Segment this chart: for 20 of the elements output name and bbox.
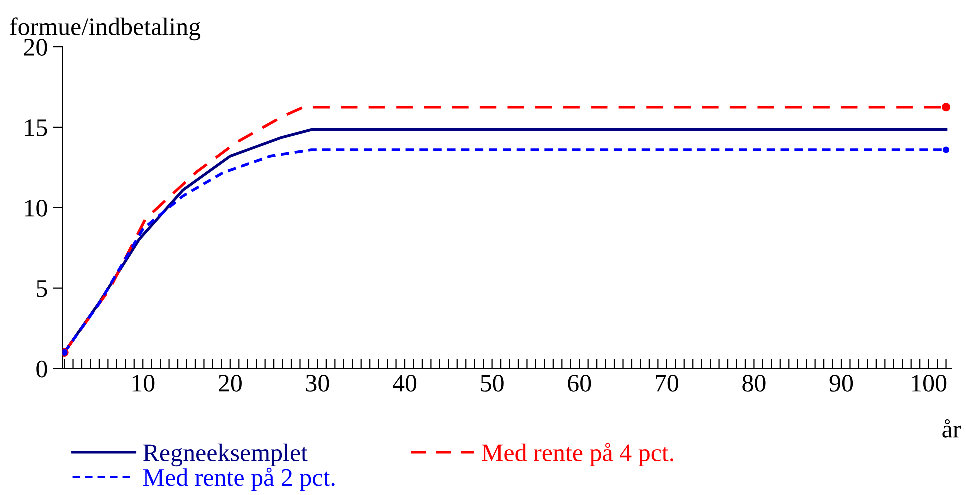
x-tick-label: 50 [481, 375, 504, 392]
y-tick-label: 20 [24, 39, 48, 56]
x-tick-label: 60 [568, 375, 592, 392]
x-tick-label: 90 [830, 375, 854, 392]
y-tick-label: 0 [36, 360, 48, 378]
x-tick-label: 100 [912, 375, 947, 392]
x-tick-label: 70 [656, 375, 678, 392]
legend-label: Med rente på 4 pct. [482, 443, 674, 467]
y-tick-label: 5 [37, 280, 48, 298]
legend-label: Regneeksemplet [144, 444, 308, 467]
x-tick-label: 10 [132, 375, 155, 392]
x-tick-label: 30 [306, 375, 330, 392]
x-tick-label: 40 [392, 375, 417, 392]
y-tick-label: 15 [25, 120, 48, 136]
x-axis-title: år [942, 420, 961, 438]
y-tick-label: 10 [25, 200, 48, 217]
y-axis-title: formue/indbetaling [10, 18, 201, 41]
legend-label: Med rente på 2 pct. [144, 468, 335, 492]
x-tick-label: 20 [219, 375, 242, 392]
x-tick-label: 80 [742, 375, 766, 392]
